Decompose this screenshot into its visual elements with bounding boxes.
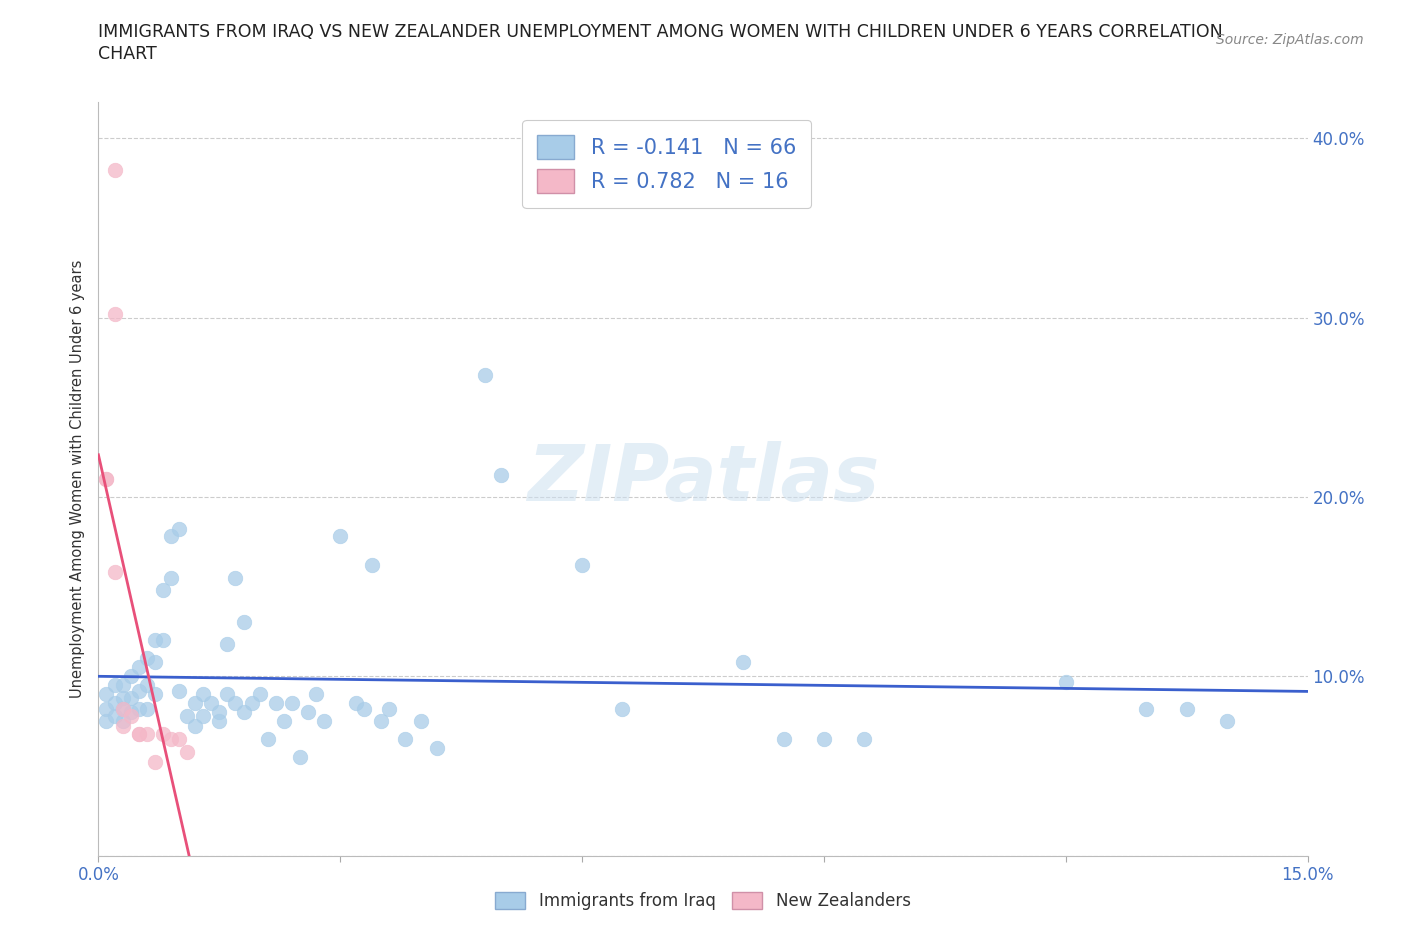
Point <box>152 583 174 598</box>
Point <box>208 713 231 728</box>
Point <box>160 732 183 747</box>
Point <box>273 713 295 728</box>
Point <box>184 719 207 734</box>
Point <box>111 690 134 705</box>
Point <box>96 472 118 486</box>
Point <box>111 701 134 716</box>
Point <box>128 726 150 741</box>
Point <box>96 472 118 486</box>
Point <box>128 660 150 675</box>
Point <box>135 726 157 741</box>
Point <box>193 686 215 701</box>
Text: IMMIGRANTS FROM IRAQ VS NEW ZEALANDER UNEMPLOYMENT AMONG WOMEN WITH CHILDREN UND: IMMIGRANTS FROM IRAQ VS NEW ZEALANDER UN… <box>98 23 1223 41</box>
Point <box>314 713 336 728</box>
Point <box>111 678 134 693</box>
Point <box>111 713 134 728</box>
Point <box>1054 674 1077 689</box>
Point <box>176 709 198 724</box>
Point <box>733 655 755 670</box>
Point <box>426 740 449 755</box>
Point <box>491 468 513 483</box>
Point <box>160 529 183 544</box>
Point <box>281 696 304 711</box>
Point <box>120 690 142 705</box>
Point <box>249 686 271 701</box>
Point <box>167 732 190 747</box>
Point <box>370 713 392 728</box>
Point <box>853 732 876 747</box>
Point <box>353 701 375 716</box>
Point <box>772 732 794 747</box>
Point <box>224 570 246 585</box>
Point <box>103 678 125 693</box>
Point <box>167 522 190 537</box>
Point <box>120 709 142 724</box>
Point <box>193 709 215 724</box>
Point <box>143 755 166 770</box>
Point <box>264 696 287 711</box>
Point <box>200 696 222 711</box>
Point <box>103 709 125 724</box>
Text: CHART: CHART <box>98 45 157 62</box>
Point <box>128 701 150 716</box>
Point <box>394 732 416 747</box>
Point <box>103 307 125 322</box>
Point <box>184 696 207 711</box>
Point <box>612 701 634 716</box>
Point <box>474 367 496 382</box>
Text: ZIPatlas: ZIPatlas <box>527 441 879 517</box>
Point <box>297 705 319 720</box>
Point <box>103 565 125 579</box>
Point <box>135 701 157 716</box>
Point <box>1175 701 1198 716</box>
Point <box>103 696 125 711</box>
Y-axis label: Unemployment Among Women with Children Under 6 years: Unemployment Among Women with Children U… <box>70 259 86 698</box>
Point <box>103 163 125 178</box>
Text: Source: ZipAtlas.com: Source: ZipAtlas.com <box>1216 33 1364 46</box>
Point <box>135 651 157 666</box>
Point <box>128 684 150 698</box>
Point <box>143 633 166 648</box>
Point <box>305 686 328 701</box>
Point <box>176 744 198 759</box>
Point <box>571 558 593 573</box>
Point <box>240 696 263 711</box>
Point <box>208 705 231 720</box>
Point <box>120 705 142 720</box>
Point <box>135 678 157 693</box>
Point <box>96 686 118 701</box>
Point <box>167 684 190 698</box>
Legend: Immigrants from Iraq, New Zealanders: Immigrants from Iraq, New Zealanders <box>489 885 917 917</box>
Point <box>217 686 239 701</box>
Point <box>344 696 367 711</box>
Point <box>152 726 174 741</box>
Point <box>329 529 352 544</box>
Point <box>256 732 278 747</box>
Point <box>96 713 118 728</box>
Point <box>143 655 166 670</box>
Point <box>217 636 239 651</box>
Point <box>160 570 183 585</box>
Point <box>152 633 174 648</box>
Point <box>128 726 150 741</box>
Point <box>224 696 246 711</box>
Point <box>409 713 432 728</box>
Legend: R = -0.141   N = 66, R = 0.782   N = 16: R = -0.141 N = 66, R = 0.782 N = 16 <box>523 120 811 208</box>
Point <box>111 719 134 734</box>
Point <box>361 558 384 573</box>
Point <box>1216 713 1239 728</box>
Point <box>143 686 166 701</box>
Point <box>288 750 311 764</box>
Point <box>232 615 254 630</box>
Point <box>96 701 118 716</box>
Point <box>813 732 835 747</box>
Point <box>377 701 399 716</box>
Point <box>111 701 134 716</box>
Point <box>232 705 254 720</box>
Point <box>1135 701 1157 716</box>
Point <box>120 669 142 684</box>
